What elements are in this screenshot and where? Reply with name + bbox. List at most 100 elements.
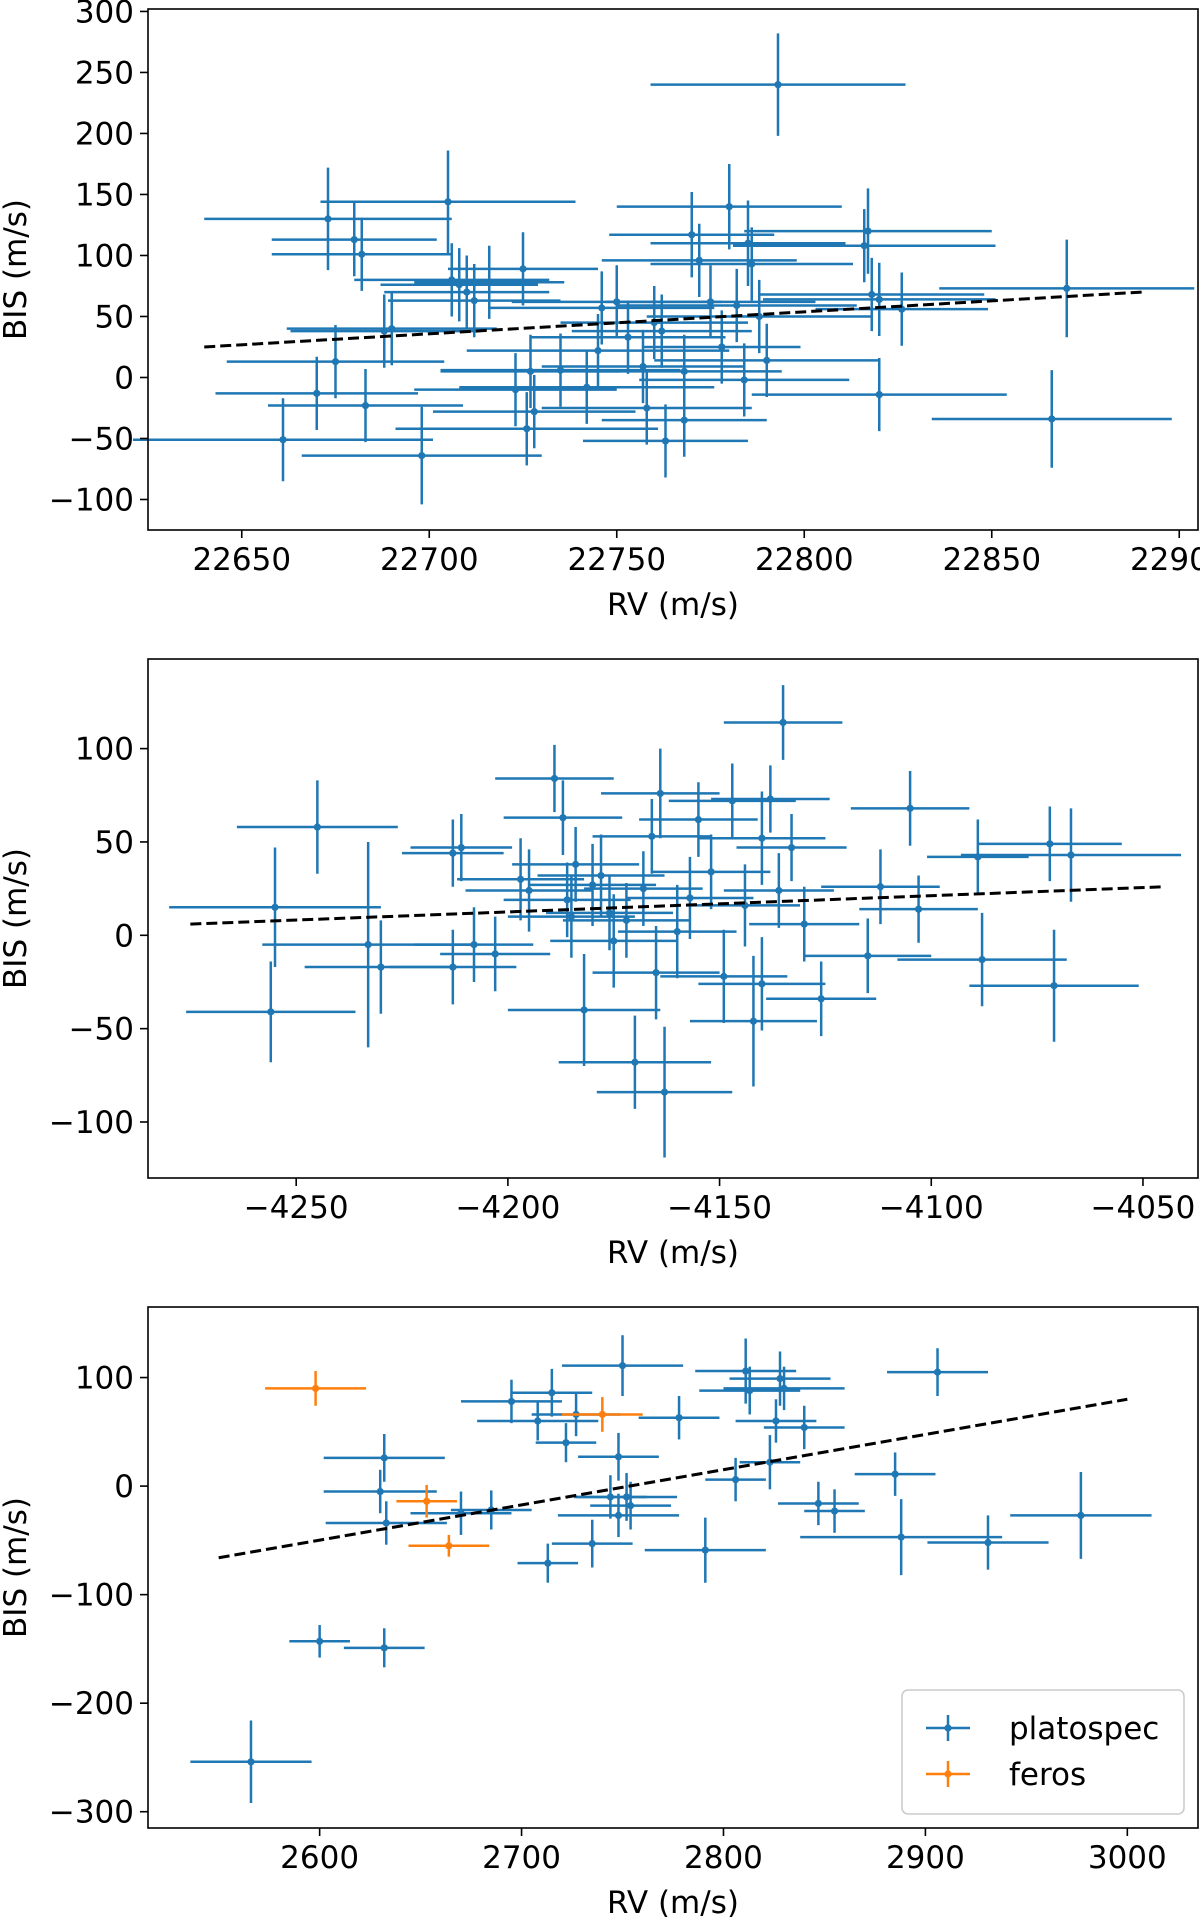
data-point (774, 81, 782, 89)
x-tick-label: 2900 (886, 1840, 965, 1876)
data-point (247, 1758, 255, 1766)
data-point (648, 832, 656, 840)
data-point (444, 198, 452, 206)
data-point (766, 795, 774, 803)
data-point (1063, 284, 1071, 293)
data-point (331, 358, 340, 366)
x-tick-label: 22800 (755, 542, 854, 578)
data-point (695, 256, 703, 264)
y-axis-label: BIS (m/s) (0, 1497, 34, 1638)
data-point (749, 1017, 758, 1025)
y-tick-label: 0 (114, 1469, 134, 1505)
data-point (984, 1538, 992, 1547)
data-point (485, 278, 493, 286)
y-tick-label: −100 (49, 1105, 134, 1141)
data-point (718, 343, 726, 351)
y-tick-label: −100 (49, 482, 134, 518)
data-point (780, 1384, 788, 1393)
data-point (800, 920, 808, 928)
data-point (933, 1368, 942, 1376)
data-point (449, 963, 457, 971)
x-tick-label: −4150 (667, 1190, 772, 1226)
data-point (675, 1414, 683, 1422)
legend-label-platospec: platospec (1009, 1711, 1159, 1747)
data-point (776, 1375, 784, 1383)
data-point (652, 969, 660, 977)
data-point (597, 871, 605, 880)
data-point (830, 1507, 839, 1515)
x-tick-label: −4250 (244, 1190, 349, 1226)
data-point (614, 1453, 623, 1461)
data-point (891, 1470, 899, 1478)
y-tick-label: −50 (69, 421, 134, 457)
y-tick-label: 100 (75, 1361, 134, 1397)
data-point (660, 1088, 669, 1096)
data-point (779, 718, 787, 727)
y-tick-label: 0 (114, 918, 134, 954)
y-axis-label: BIS (m/s) (0, 848, 34, 989)
y-tick-label: 0 (114, 360, 134, 396)
legend-box (901, 1689, 1185, 1815)
data-point (380, 327, 388, 335)
data-point (507, 1397, 516, 1406)
data-point (868, 290, 876, 299)
data-point (686, 894, 694, 902)
y-axis-label: BIS (m/s) (0, 199, 34, 340)
data-point (525, 886, 533, 895)
data-point (1046, 840, 1054, 848)
y-tick-label: 300 (75, 0, 134, 30)
y-tick-label: 200 (75, 116, 134, 152)
data-point (563, 896, 571, 904)
data-point (1067, 851, 1075, 859)
data-point (817, 995, 825, 1003)
data-point (814, 1499, 822, 1508)
data-point (740, 376, 748, 384)
x-tick-label: 22900 (1130, 542, 1200, 578)
x-tick-label: 22700 (380, 542, 479, 578)
y-tick-label: −50 (69, 1012, 134, 1048)
data-point (720, 972, 728, 980)
data-point (701, 1546, 709, 1554)
data-point (324, 215, 332, 223)
panel-top: 22650 22700 22750 22800 22850 22900 −100 −50 0 50… (0, 0, 1200, 623)
x-tick-label: 2700 (482, 1840, 561, 1876)
data-point (361, 401, 370, 410)
data-point (618, 1362, 627, 1370)
data-point (523, 425, 531, 433)
data-point (580, 1006, 588, 1014)
y-tick-label: 100 (75, 732, 134, 768)
data-point (673, 927, 681, 936)
data-point (694, 815, 703, 824)
data-point (562, 1439, 570, 1447)
data-point (463, 288, 471, 296)
data-point (279, 436, 287, 444)
y-tick-label: −100 (49, 1578, 134, 1614)
y-tick-label: 50 (95, 299, 134, 335)
data-point (316, 1637, 324, 1645)
x-tick-label: −4100 (879, 1190, 984, 1226)
data-point (598, 304, 606, 312)
data-point (358, 250, 366, 258)
series-platospec (169, 685, 1182, 1158)
plot-frame (147, 658, 1199, 1179)
data-point (787, 843, 796, 852)
data-point (418, 451, 426, 460)
x-tick-label: 22650 (192, 542, 291, 578)
data-point (470, 297, 478, 305)
data-point (380, 1454, 388, 1462)
data-point (364, 941, 372, 949)
data-point (707, 868, 715, 876)
data-point (470, 941, 478, 949)
data-point (550, 774, 559, 783)
data-point (733, 301, 741, 310)
data-point (534, 1417, 542, 1425)
legend: platospec feros (901, 1689, 1185, 1815)
data-point (639, 362, 647, 371)
y-tick-label: −200 (49, 1686, 134, 1722)
data-point (748, 260, 756, 268)
data-point (377, 963, 385, 971)
data-point (376, 1487, 384, 1496)
data-point (313, 823, 321, 831)
y-tick-label: −300 (49, 1795, 134, 1831)
data-point (758, 834, 766, 842)
